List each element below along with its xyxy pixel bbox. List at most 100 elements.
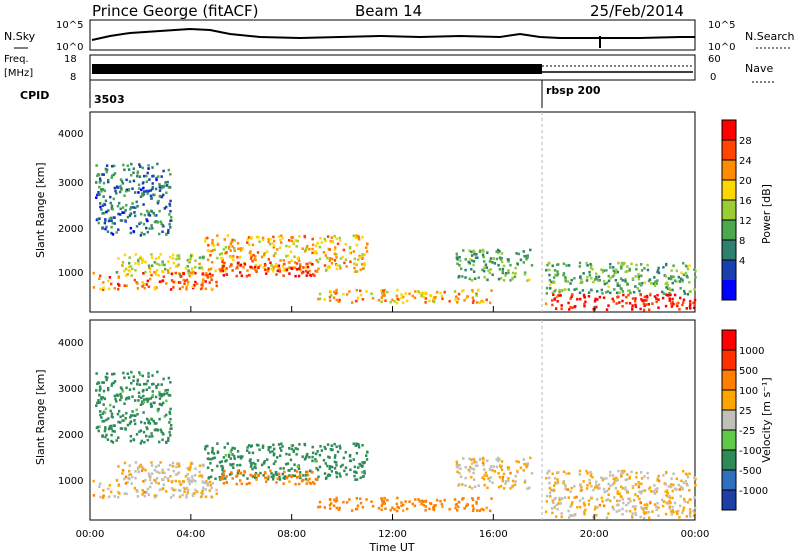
power-cell xyxy=(688,281,691,284)
velocity-cell xyxy=(140,396,143,400)
velocity-cell xyxy=(199,495,203,499)
velocity-cell xyxy=(264,476,267,480)
power-cell xyxy=(142,193,146,196)
power-cell xyxy=(110,219,113,222)
velocity-cell xyxy=(682,506,686,510)
power-cell xyxy=(151,187,154,191)
power-cell xyxy=(383,294,386,297)
velocity-cell xyxy=(356,504,360,508)
velocity-cell xyxy=(497,471,500,475)
velocity-cell xyxy=(283,475,287,478)
velocity-cell xyxy=(142,467,145,471)
velocity-cell xyxy=(160,393,164,396)
power-cell xyxy=(558,288,561,292)
velocity-cell xyxy=(204,488,207,491)
power-cell xyxy=(647,308,651,312)
velocity-cell xyxy=(235,475,238,478)
velocity-cell xyxy=(381,499,384,503)
velocity-cell xyxy=(637,485,641,489)
power-cell xyxy=(490,289,493,292)
power-cell xyxy=(642,308,646,312)
power-cell xyxy=(185,286,188,289)
power-cell xyxy=(530,263,534,267)
power-cell xyxy=(395,294,399,298)
velocity-cell xyxy=(689,511,692,514)
power-cell xyxy=(110,282,113,286)
power-cell xyxy=(501,267,505,271)
velocity-cell xyxy=(211,451,214,454)
velocity-cell xyxy=(251,467,254,471)
velocity-cell xyxy=(194,473,197,477)
power-cell xyxy=(335,298,339,302)
power-cell xyxy=(102,286,105,290)
velocity-cell xyxy=(168,421,171,424)
velocity-cell xyxy=(154,479,157,482)
power-cell xyxy=(177,254,181,257)
velocity-cell xyxy=(142,398,146,401)
power-cell xyxy=(597,275,601,279)
power-cell xyxy=(564,277,567,280)
velocity-cell xyxy=(578,469,582,473)
power-cell xyxy=(349,260,352,264)
power-cell xyxy=(111,207,114,211)
power-cell xyxy=(356,296,360,300)
velocity-cell xyxy=(290,467,293,471)
velocity-cell xyxy=(110,490,113,494)
velocity-cell xyxy=(637,483,641,487)
power-cell xyxy=(476,289,480,292)
power-cell xyxy=(260,255,264,259)
power-cell xyxy=(165,184,169,187)
velocity-cell xyxy=(672,483,675,487)
velocity-cell xyxy=(545,494,549,498)
velocity-cell xyxy=(401,509,405,512)
velocity-cell xyxy=(515,460,518,463)
velocity-cell xyxy=(395,509,399,513)
power-cell xyxy=(677,275,681,279)
velocity-cell xyxy=(616,490,619,493)
velocity-cell xyxy=(320,449,324,452)
velocity-cell xyxy=(145,426,148,429)
power-cell xyxy=(111,221,114,225)
velocity-cell xyxy=(146,400,149,403)
power-cell xyxy=(353,257,357,261)
power-cell xyxy=(145,209,149,213)
velocity-cell xyxy=(136,379,139,383)
velocity-cell xyxy=(565,472,568,475)
velocity-cell xyxy=(113,380,117,383)
velocity-cell xyxy=(464,466,467,469)
velocity-cell xyxy=(104,435,107,439)
velocity-cell xyxy=(129,473,133,476)
velocity-cell xyxy=(335,496,338,500)
power-cell xyxy=(614,271,618,274)
velocity-cell xyxy=(194,488,197,492)
power-cell xyxy=(621,263,625,267)
power-cell xyxy=(646,263,649,267)
velocity-cell xyxy=(634,513,638,517)
velocity-cell xyxy=(433,504,436,507)
power-cell xyxy=(420,294,423,298)
power-cell xyxy=(104,227,107,231)
power-cell xyxy=(328,248,331,251)
power-cell xyxy=(167,185,171,189)
power-cell xyxy=(154,187,158,191)
velocity-cell xyxy=(177,471,181,474)
velocity-cell xyxy=(354,507,358,511)
power-cell xyxy=(134,206,137,209)
velocity-cell xyxy=(208,489,211,492)
velocity-cell xyxy=(377,506,381,510)
power-cell xyxy=(582,293,586,297)
velocity-cell xyxy=(466,503,469,507)
power-cell xyxy=(151,185,155,189)
power-cell xyxy=(121,211,124,214)
velocity-cell xyxy=(110,412,114,416)
velocity-cell xyxy=(127,397,131,400)
power-cell xyxy=(596,279,600,282)
power-cell xyxy=(555,274,559,277)
velocity-cell xyxy=(134,414,137,417)
velocity-cell xyxy=(670,477,673,480)
power-cell xyxy=(476,256,479,260)
power-cell xyxy=(353,266,356,270)
power-cell xyxy=(139,221,143,224)
velocity-cell xyxy=(115,439,118,442)
power-cell xyxy=(171,256,175,260)
